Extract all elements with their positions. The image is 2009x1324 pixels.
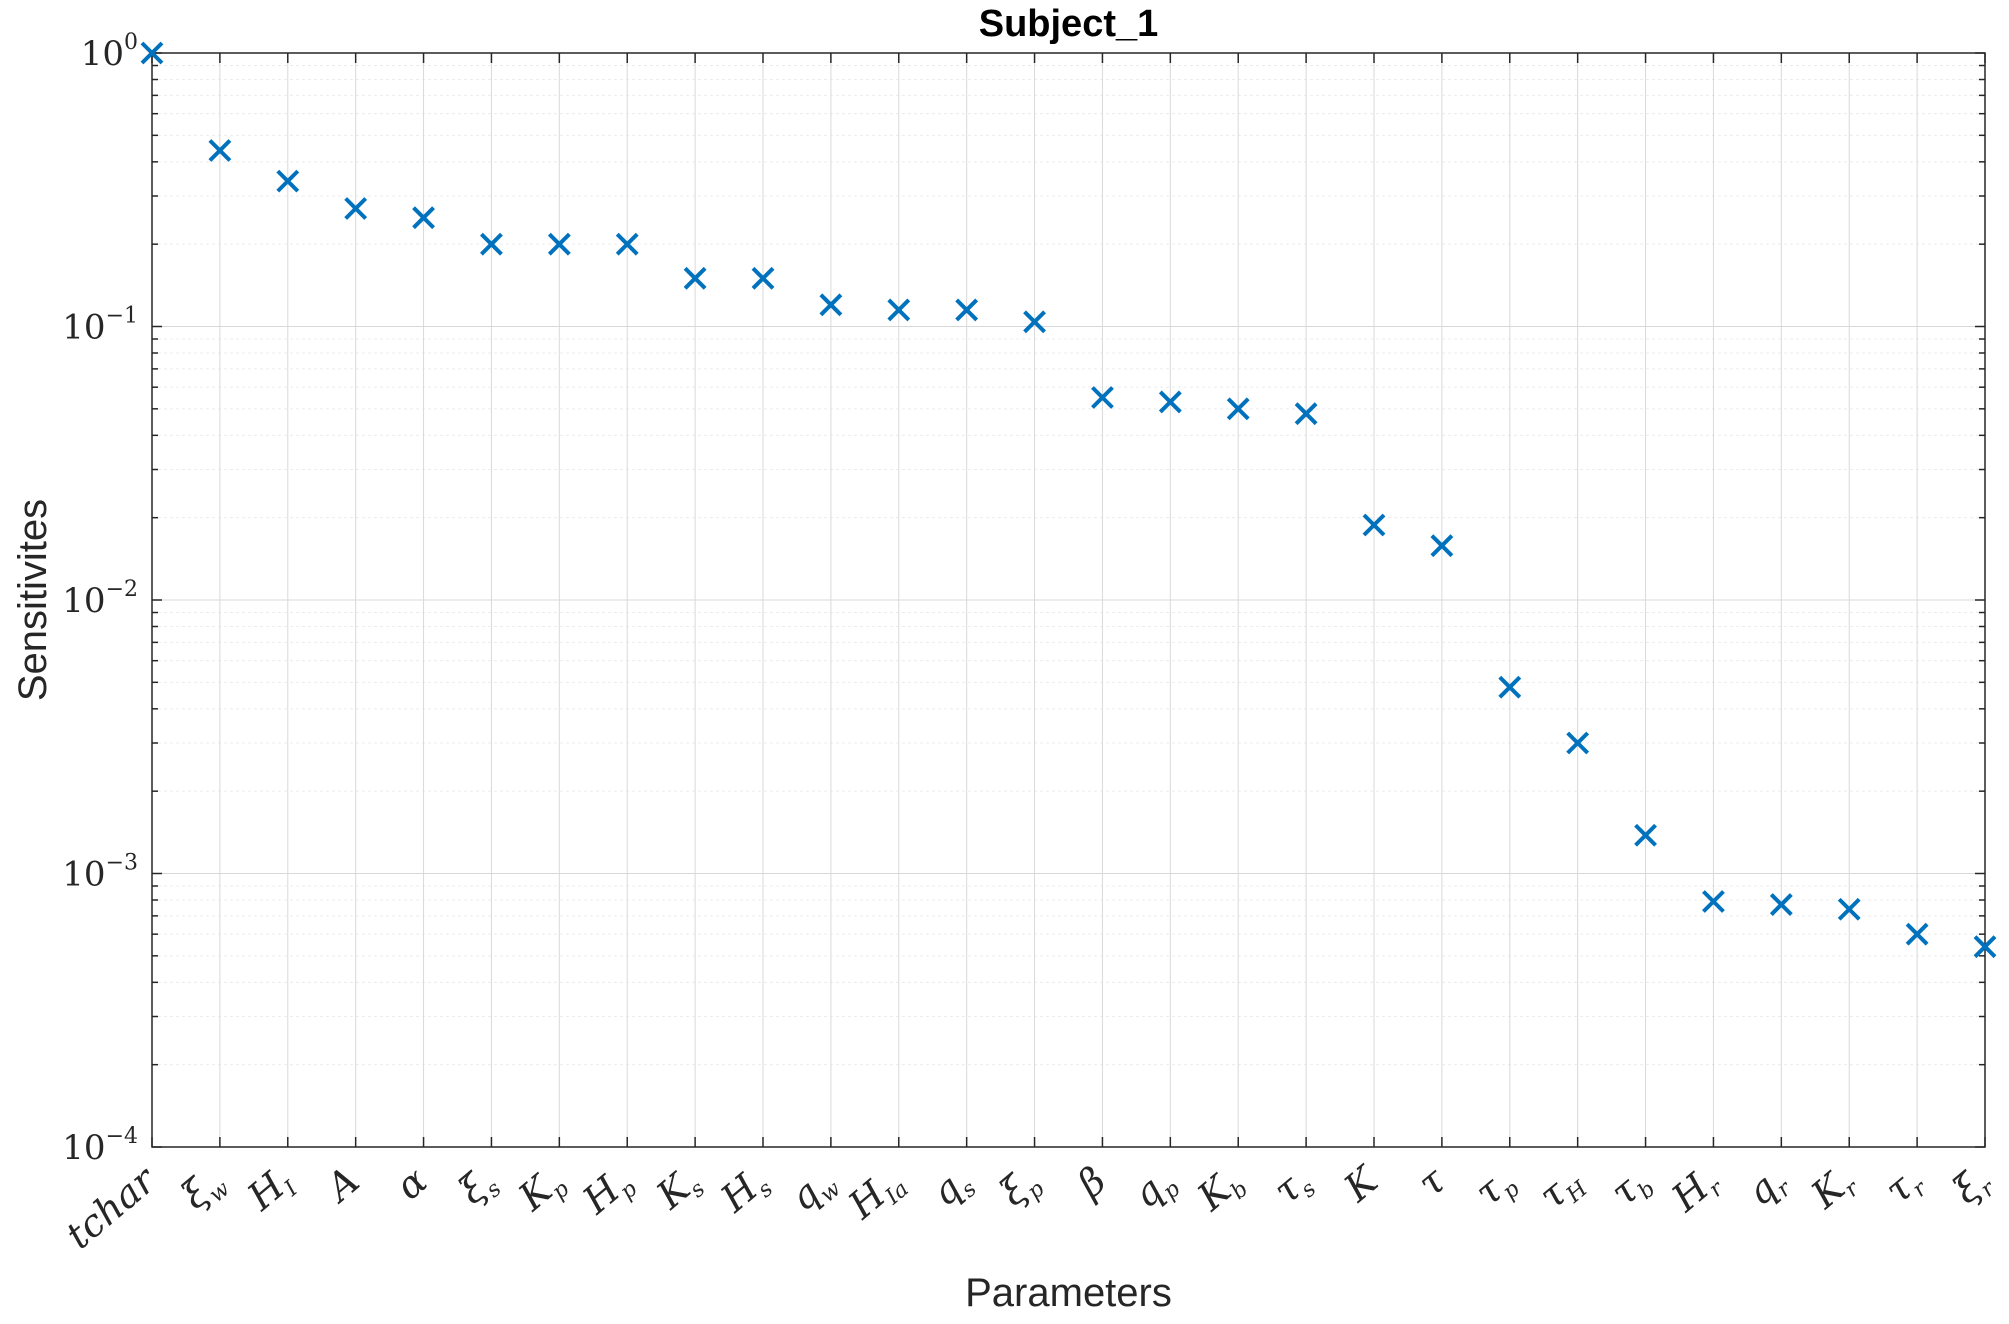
y-axis-label: Sensitivites [11,499,55,701]
data-point-marker [1294,402,1318,426]
x-tick-label: Hp [574,1158,642,1227]
x-axis-label: Parameters [965,1271,1172,1315]
x-tick-label: Hs [712,1158,778,1225]
data-point-marker [1634,823,1657,847]
x-tick-label: Kr [1802,1157,1865,1221]
data-point-marker [208,139,232,162]
data-point-marker [140,41,164,65]
data-point-marker [1226,397,1250,421]
x-tick-label: τ [1409,1158,1454,1206]
x-tick-label: qw [781,1158,846,1223]
x-tick-label: qr [1738,1157,1797,1218]
x-tick-label: Kp [510,1158,575,1223]
data-point-marker [1091,386,1114,409]
x-tick-label: Ks [647,1158,710,1222]
grid [151,52,1986,1148]
chart-title: Subject_1 [979,3,1159,45]
x-tick-label: α [387,1158,435,1208]
x-tick-label: HIa [839,1158,913,1232]
data-point-marker [751,266,775,290]
y-tick-label: 10−2 [62,577,138,621]
x-tick-label: τb [1602,1158,1660,1218]
x-tick-label: HI [238,1157,303,1223]
x-tick-label: τs [1265,1158,1321,1216]
x-tick-label: qs [923,1158,982,1218]
data-point-marker [1837,897,1861,921]
x-tick-label: ξw [173,1158,235,1221]
data-point-marker [1973,935,1997,959]
data-point-marker [1362,513,1386,537]
x-tick-label: Kb [1188,1158,1253,1223]
data-point-marker [1905,922,1929,946]
data-point-marker [819,293,843,317]
x-tick-label: τp [1466,1158,1524,1218]
y-tick-label: 10−1 [62,304,138,348]
data-point-marker [344,197,368,220]
data-point-marker [412,206,435,230]
x-tick-label: tchar [57,1156,165,1257]
x-tick-label: Hr [1663,1157,1730,1224]
data-point-marker [1702,890,1725,913]
data-markers [140,41,1997,959]
data-point-marker [955,298,979,322]
data-point-marker [1023,310,1046,334]
x-tick-label: β [1068,1158,1115,1207]
data-point-marker [1769,893,1793,916]
data-point-marker [1498,675,1522,699]
x-tick-label: τr [1876,1157,1933,1216]
y-tick-label: 10−4 [62,1124,138,1168]
data-point-marker [480,232,503,256]
x-tick-label: ξp [991,1158,1049,1218]
data-point-marker [615,232,639,256]
x-tick-label: qp [1124,1158,1185,1220]
x-tick-label: A [316,1158,368,1211]
x-tick-label: ξs [450,1158,506,1216]
data-point-marker [1566,731,1590,755]
data-point-marker [1158,390,1182,414]
x-tick-label: τH [1530,1158,1593,1222]
y-axis-ticks: 100 10−1 10−2 10−3 10−4 [62,30,1985,1168]
data-point-marker [276,169,300,193]
data-point-marker [887,298,911,322]
y-tick-label: 100 [81,30,138,74]
x-tick-label: K [1335,1157,1388,1211]
data-point-marker [1430,534,1454,558]
x-tick-label: ξr [1944,1157,2001,1216]
data-point-marker [547,232,571,256]
data-point-marker [683,266,707,290]
y-tick-label: 10−3 [62,851,138,895]
